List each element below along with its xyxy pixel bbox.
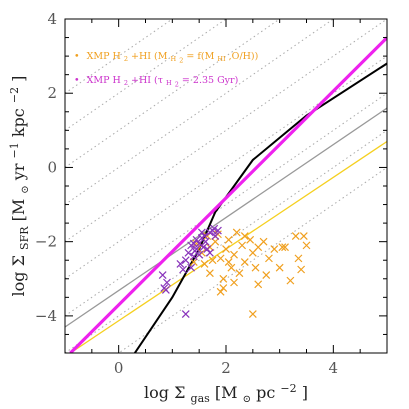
x-tick-label: 2 [221,359,231,377]
orange-point-25 [275,263,284,272]
y-tick-label: −4 [35,307,57,325]
magenta-fit-line [69,36,387,353]
y-tick-label: 4 [47,10,57,28]
orange-point-36 [240,232,249,241]
orange-point-23 [265,254,273,263]
orange-point-42 [230,278,238,287]
y-axis-title: log Σ SFR [M ⊙ yr −1 kpc −2 ] [3,76,32,297]
orange-point-13 [230,250,238,259]
y-tick-label: 0 [47,158,57,176]
orange-point-17 [240,258,249,267]
legend-entry-orange: • XMP H 2 +HI (M H 2 = f(M HI ,O/H)) [74,51,258,66]
orange-point-38 [291,232,300,241]
purple-point-23 [187,263,196,272]
orange-point-29 [302,241,311,250]
legend-orange-marker: • [74,51,80,62]
purple-point-2 [163,278,171,287]
orange-point-8 [216,254,225,263]
orange-point-9 [219,274,228,283]
orange-point-10 [222,245,230,254]
purple-point-19 [211,232,220,241]
purple-point-21 [200,232,209,241]
orange-point-20 [251,263,260,272]
purple-point-5 [179,265,187,274]
orange-point-30 [216,287,225,296]
purple-point-29 [189,252,198,261]
purple-point-0 [158,271,167,279]
y-tick-label: −2 [35,233,57,251]
orange-point-32 [248,310,257,318]
orange-point-18 [246,235,255,244]
purple-point-4 [176,260,185,268]
purple-point-11 [192,235,201,244]
purple-point-20 [214,226,222,235]
purple-point-24 [205,248,214,257]
yellow-fit-line [70,140,387,353]
orange-point-16 [238,241,247,250]
orange-point-24 [270,245,279,254]
orange-point-31 [219,284,228,292]
purple-point-28 [210,224,219,233]
purple-point-16 [203,245,212,254]
purple-point-6 [181,310,190,318]
plot-background [65,19,387,353]
purple-point-27 [181,256,190,265]
gray-fit-line [65,107,387,328]
y-tick-label: 2 [47,84,57,102]
purple-point-14 [199,243,208,252]
orange-point-6 [211,237,220,246]
x-tick-label: 0 [114,359,124,377]
orange-point-44 [278,243,287,252]
orange-point-39 [297,265,306,274]
purple-point-3 [161,285,170,294]
orange-point-41 [205,269,214,278]
orange-point-12 [227,263,236,272]
black-model-line [133,62,387,353]
orange-point-40 [299,232,308,241]
legend-purple-marker: • [74,75,80,86]
purple-point-26 [192,245,201,254]
orange-point-14 [232,228,241,237]
orange-point-43 [254,243,263,252]
orange-point-37 [262,271,271,279]
orange-point-26 [281,243,289,252]
x-tick-label: 4 [329,359,339,377]
purple-point-22 [195,250,204,259]
orange-point-15 [235,269,244,278]
orange-point-27 [286,276,295,285]
x-axis-title: log Σ gas [M ⊙ pc −2 ] [144,377,308,406]
orange-point-11 [224,235,233,244]
purple-point-7 [184,248,193,257]
orange-point-33 [189,258,198,267]
purple-point-25 [197,228,206,237]
orange-point-5 [208,256,217,265]
orange-point-35 [224,258,233,267]
orange-point-2 [200,260,209,268]
orange-point-21 [254,280,263,289]
orange-point-28 [294,254,303,263]
legend-entry-purple: • XMP H 2 +HI (τ H 2 = 2.35 Gyr) [74,75,238,90]
